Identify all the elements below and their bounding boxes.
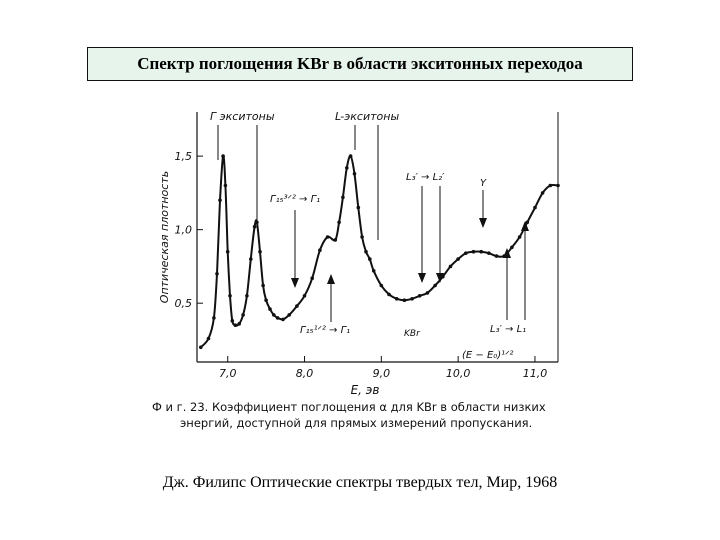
data-point — [410, 297, 414, 301]
data-point — [228, 294, 232, 298]
data-point — [394, 297, 399, 301]
annotation-gamma15-12: Г₁₅¹ᐟ² → Г₁ — [300, 325, 350, 336]
data-point — [258, 249, 262, 254]
data-point — [494, 254, 499, 258]
data-point — [268, 307, 272, 311]
data-point — [215, 272, 219, 276]
data-point — [402, 298, 407, 302]
x-tick-label: 8,0 — [296, 367, 314, 380]
data-point — [360, 235, 364, 239]
data-point — [252, 224, 257, 229]
data-point — [345, 166, 349, 170]
data-point — [364, 249, 368, 254]
data-point — [199, 345, 203, 350]
data-point — [287, 313, 291, 317]
data-point — [433, 283, 437, 288]
data-point — [356, 205, 361, 210]
annotation-l-excitons: L-экситоны — [335, 110, 399, 123]
arrow-head-up — [503, 248, 511, 258]
data-point — [368, 257, 372, 261]
arrow-head-down — [291, 278, 299, 288]
data-point — [295, 304, 299, 308]
data-point — [230, 319, 235, 323]
data-point — [540, 191, 545, 195]
data-point — [456, 257, 460, 261]
figure-caption-line2: энергий, доступной для прямых измерений … — [180, 416, 532, 430]
absorption-chart: Оптическая плотность E, эв 7,0 8,0 9,0 10,0… — [150, 100, 570, 440]
data-point — [272, 313, 276, 317]
data-point — [387, 292, 391, 297]
data-point — [310, 276, 314, 280]
chart-svg: Оптическая плотность E, эв 7,0 8,0 9,0 10,0… — [152, 110, 560, 430]
arrow-head-up — [327, 274, 335, 284]
data-point — [249, 257, 253, 261]
annotation-gamma-excitons: Г экситоны — [210, 110, 275, 123]
data-point — [471, 249, 476, 254]
data-point — [448, 264, 453, 269]
data-point — [225, 249, 230, 254]
figure-caption-line1: Ф и г. 23. Коэффициент поглощения α для … — [152, 400, 546, 414]
data-point — [337, 220, 341, 225]
data-point — [517, 235, 522, 239]
data-point — [371, 269, 376, 273]
data-point — [237, 322, 241, 326]
data-point — [221, 154, 225, 158]
data-point — [479, 249, 484, 254]
data-point — [487, 251, 491, 255]
x-axis-label: E, эв — [351, 383, 380, 397]
tick-group: 7,0 8,0 9,0 10,0 11,0 0,5 1,0 1,5 — [175, 150, 548, 380]
arrow-head-down — [418, 273, 426, 283]
annotation-gamma15-32: Г₁₅³ᐟ² → Г₁ — [270, 194, 320, 205]
data-point — [206, 336, 211, 341]
x-tick-label: 11,0 — [523, 367, 548, 380]
data-point — [525, 220, 530, 225]
data-point — [281, 317, 285, 322]
series-line — [200, 155, 559, 349]
data-point — [548, 183, 553, 188]
arrow-head-down — [479, 218, 487, 228]
data-point — [212, 316, 216, 320]
data-point — [341, 195, 345, 200]
data-point — [325, 235, 330, 239]
data-point — [533, 205, 537, 210]
data-point — [233, 323, 238, 327]
arrow-head-down — [436, 273, 444, 283]
y-tick-label: 0,5 — [175, 297, 193, 310]
data-point — [245, 294, 249, 298]
annotation-l3-l1: L₃′ → L₁ — [490, 324, 526, 335]
data-point — [425, 291, 430, 295]
y-axis-label: Оптическая плотность — [158, 171, 171, 303]
x-tick-label: 7,0 — [219, 367, 237, 380]
sample-label: KBr — [404, 329, 421, 339]
data-point — [275, 316, 280, 320]
x-tick-label: 9,0 — [373, 367, 391, 380]
slide-title: Спектр поглощения KBr в области экситонн… — [87, 47, 633, 81]
source-caption: Дж. Филипс Оптические спектры твердых те… — [162, 474, 558, 491]
data-point — [218, 198, 222, 202]
x-tick-label: 10,0 — [446, 367, 471, 380]
annotation-e-minus-e0: (E − E₀)¹ᐟ² — [462, 350, 513, 361]
data-point — [348, 154, 353, 158]
data-point — [417, 294, 422, 298]
data-point — [241, 313, 245, 317]
data-point — [261, 283, 265, 288]
annotation-group: Г экситоны L-экситоны Г₁₅³ᐟ² → Г₁ Г₁₅¹ᐟ²… — [210, 110, 529, 361]
annotation-l3-l2: L₃′ → L₂′ — [406, 172, 445, 183]
data-point — [352, 172, 357, 176]
arrow-head-up — [521, 221, 529, 231]
y-tick-label: 1,0 — [175, 224, 193, 237]
data-point — [333, 238, 338, 242]
data-point — [223, 183, 228, 188]
data-point — [318, 248, 322, 252]
data-point — [556, 183, 560, 188]
data-point — [464, 251, 468, 255]
data-point — [302, 294, 307, 298]
data-point — [264, 298, 268, 302]
annotation-y: Y — [480, 178, 487, 189]
data-point — [379, 283, 384, 288]
y-tick-label: 1,5 — [175, 150, 193, 163]
data-point — [510, 245, 514, 250]
